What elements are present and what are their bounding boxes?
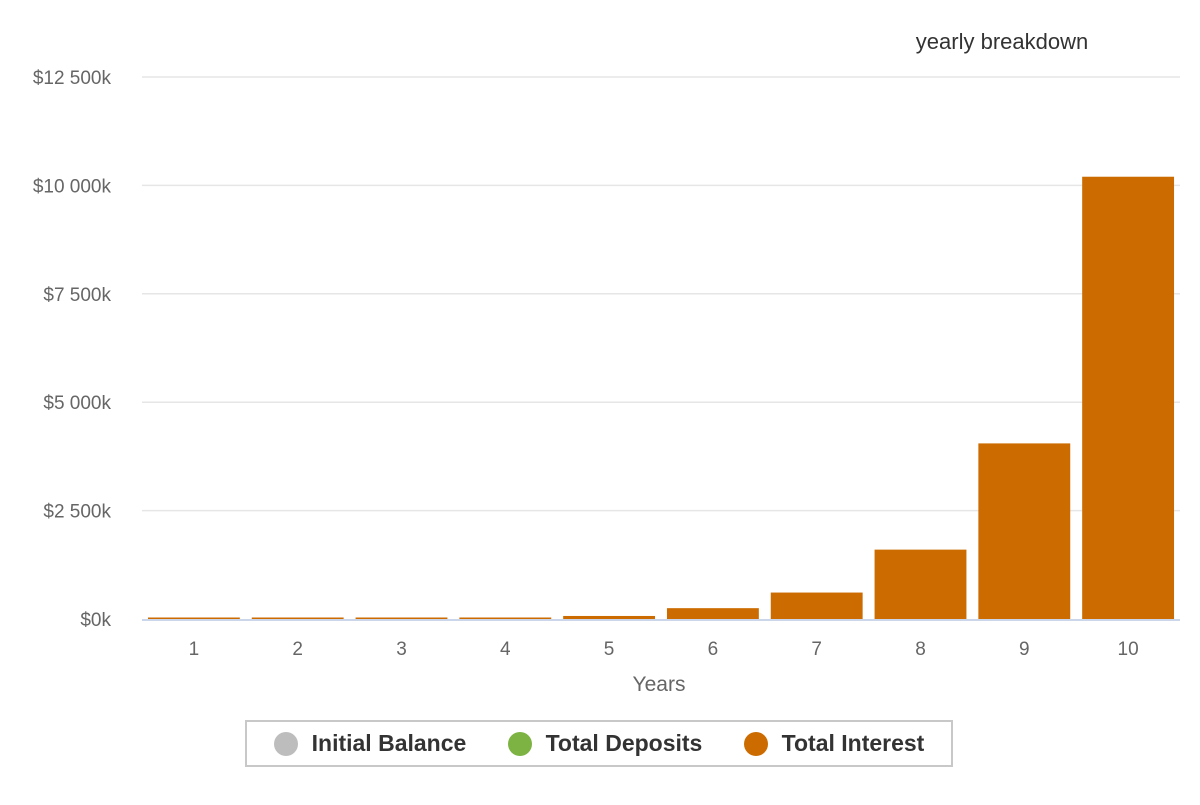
- legend-item-total-deposits[interactable]: Total Deposits: [507, 730, 703, 757]
- y-tick-label: $2 500k: [43, 502, 111, 523]
- axes: $0k $2 500k $5 000k $7 500k $10 000k $12 500k…: [33, 68, 1180, 660]
- legend-label: Initial Balance: [311, 730, 467, 756]
- x-tick-label: 6: [708, 639, 719, 660]
- bar-total-interest-3[interactable]: [355, 617, 448, 620]
- x-tick-label: 7: [811, 639, 822, 660]
- x-tick-label: 2: [292, 639, 303, 660]
- x-tick-label: 5: [604, 639, 615, 660]
- x-axis-title: Years: [633, 673, 686, 696]
- legend-swatch-icon: [273, 731, 298, 756]
- chart-title: yearly breakdown: [916, 29, 1088, 54]
- bar-total-interest-4[interactable]: [459, 617, 552, 620]
- x-tick-label: 4: [500, 639, 511, 660]
- bar-total-interest-10[interactable]: [1082, 176, 1175, 619]
- x-tick-label: 3: [396, 639, 407, 660]
- legend-label: Total Deposits: [545, 730, 703, 756]
- y-tick-label: $5 000k: [43, 393, 111, 414]
- bar-total-interest-2[interactable]: [251, 617, 344, 620]
- y-tick-label: $10 000k: [33, 176, 112, 197]
- legend-item-total-interest[interactable]: Total Interest: [743, 730, 925, 757]
- legend: Initial Balance Total Deposits Total Int…: [245, 720, 953, 767]
- legend-item-initial-balance[interactable]: Initial Balance: [273, 730, 467, 757]
- bar-total-interest-7[interactable]: [770, 592, 863, 619]
- x-tick-label: 9: [1019, 639, 1030, 660]
- y-tick-label: $7 500k: [43, 285, 111, 306]
- y-tick-label: $12 500k: [33, 68, 112, 89]
- bar-total-interest-5[interactable]: [563, 615, 656, 619]
- legend-swatch-icon: [507, 731, 532, 756]
- bar-total-interest-9[interactable]: [978, 443, 1071, 619]
- legend-label: Total Interest: [781, 730, 925, 756]
- x-tick-label: 1: [189, 639, 200, 660]
- bar-total-interest-6[interactable]: [666, 608, 759, 619]
- x-tick-label: 10: [1118, 639, 1139, 660]
- legend-swatch-icon: [743, 731, 768, 756]
- y-tick-label: $0k: [80, 610, 111, 631]
- x-tick-label: 8: [915, 639, 926, 660]
- bar-total-interest-8[interactable]: [874, 549, 967, 619]
- bar-total-interest-1[interactable]: [147, 617, 240, 620]
- bars: [147, 176, 1175, 620]
